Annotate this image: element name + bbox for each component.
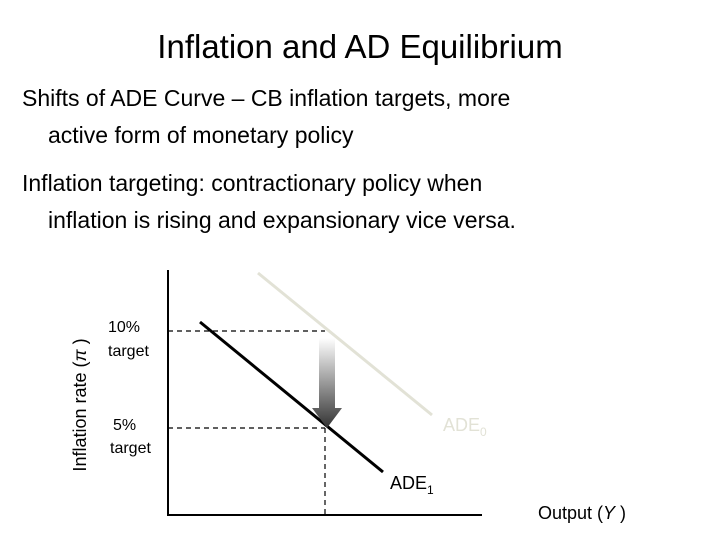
shift-arrow (312, 338, 342, 428)
label-text: ) (70, 338, 90, 349)
target-label: 5% (113, 417, 136, 434)
x-axis-label: Output (Y ) (538, 503, 626, 523)
curve-subscript: 1 (427, 483, 434, 497)
ade0-curve (257, 271, 433, 417)
curve-name: ADE (390, 473, 427, 493)
bullet-line: Shifts of ADE Curve – CB inflation targe… (22, 85, 510, 111)
label-text: Inflation rate ( (70, 362, 90, 472)
target-label: target (110, 440, 151, 457)
bullet-line: inflation is rising and expansionary vic… (48, 207, 516, 233)
label-text: ) (615, 503, 626, 523)
curve-subscript: 0 (480, 425, 487, 439)
label-symbol: Y (603, 503, 617, 523)
bullet-line: Inflation targeting: contractionary poli… (22, 170, 482, 196)
target-label: target (108, 343, 149, 360)
target-label: 10% (108, 319, 140, 336)
curve-label: ADE0 (443, 415, 487, 439)
ade1-curve (199, 320, 384, 474)
curve-name: ADE (443, 415, 480, 435)
bullet-line: active form of monetary policy (48, 122, 354, 148)
y-axis-label: Inflation rate (π ) (70, 338, 90, 471)
label-text: Output ( (538, 503, 603, 523)
label-symbol: π (70, 349, 90, 362)
curve-label: ADE1 (390, 473, 434, 497)
slide-title: Inflation and AD Equilibrium (157, 28, 562, 65)
